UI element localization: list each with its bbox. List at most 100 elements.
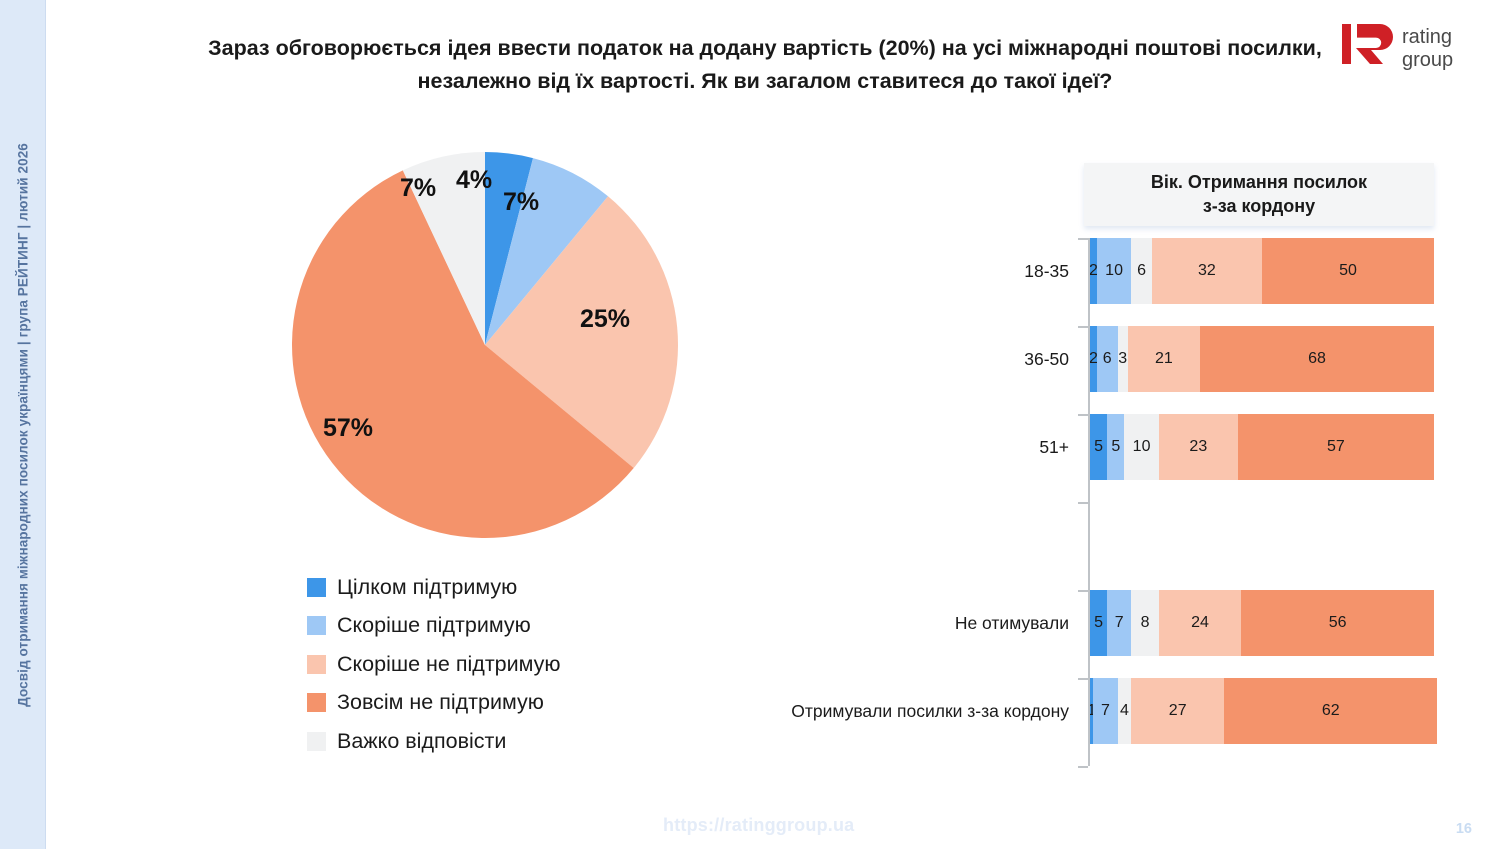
side-ribbon: Досвід отримання міжнародних посилок укр… [0,0,46,849]
bar-track: 5 5 10 23 57 [1090,414,1434,480]
bar-segment[interactable]: 27 [1131,678,1225,744]
bar-segment[interactable]: 56 [1241,590,1434,656]
bar-segment-value: 8 [1140,614,1150,631]
legend-item[interactable]: Зовсім не підтримую [307,684,561,723]
bar-segment[interactable]: 50 [1261,238,1434,304]
bar-segment-value: 6 [1102,350,1112,367]
bar-row-label: 36-50 [1024,348,1069,369]
bar-segment-value: 68 [1308,350,1326,367]
bar-segment-value: 62 [1321,702,1340,719]
bar-segment[interactable]: 6 [1131,238,1152,304]
pie-chart: 4% 7% 25% 57% 7% [290,150,680,540]
stacked-bar-chart: 18-35 2 10 6 32 50 36-50 2 6 3 21 68 51+ 5 5 10 23 57 Не о… [760,238,1450,768]
slide-title: Зараз обговорюється ідея ввести податок … [208,36,1322,93]
axis-tick [1078,590,1088,592]
pie-slice [291,170,634,538]
bar-row-label: 51+ [1039,436,1069,457]
panel-header: Вік. Отримання посилок з-за кордону [1084,163,1434,226]
bar-segment-value: 27 [1168,702,1187,719]
bar-segment[interactable]: 10 [1124,414,1159,480]
bar-segment-value: 24 [1191,614,1209,631]
bar-row-label: Не отимували [954,612,1069,633]
bar-segment[interactable]: 7 [1107,590,1132,656]
pie-label-rather-not: 25% [580,305,631,333]
bar-segment-value: 3 [1118,350,1128,367]
bar-segment-value: 2 [1090,350,1097,367]
side-ribbon-text: Досвід отримання міжнародних посилок укр… [15,142,30,707]
bar-segment[interactable]: 2 [1090,326,1097,392]
bar-row-label: 18-35 [1024,260,1069,281]
footer-url[interactable]: https://ratinggroup.ua [663,815,855,835]
page-number: 16 [1455,821,1472,837]
panel-header-line2: з-за кордону [1202,195,1316,216]
bar-row [760,502,1450,568]
pie-label-rather-support: 7% [503,188,540,216]
bar-segment-value: 21 [1155,350,1173,367]
bar-segment-value: 6 [1137,262,1147,279]
bar-segment[interactable]: 7 [1093,678,1118,744]
svg-text:group: group [1402,49,1453,71]
bar-segment[interactable]: 6 [1096,326,1118,392]
legend-swatch-icon [307,731,326,751]
axis-tick [1078,326,1088,328]
bar-track: 2 10 6 32 50 [1090,238,1434,304]
bar-track: 174 27 62 [1090,678,1438,744]
bar-segment-value: 4 [1119,702,1129,719]
pie-label-fully-support: 4% [456,166,493,194]
legend-item-label: Зовсім не підтримую [337,690,544,715]
rating-group-logo: rating group [1340,16,1472,72]
legend-swatch-icon [307,577,326,597]
pie-label-not-at-all: 57% [323,414,374,442]
bar-segment[interactable]: 5 [1107,414,1125,480]
legend-item[interactable]: Цілком підтримую [307,568,561,607]
bar-segment[interactable]: 5 [1090,414,1108,480]
pie-legend: Цілком підтримую Скоріше підтримую Скоріше… [307,568,561,761]
bar-segment[interactable]: 24 [1158,590,1242,656]
bar-segment-value: 2 [1090,262,1097,279]
legend-swatch-icon [307,616,326,636]
panel-header-text: Вік. Отримання посилок з-за кордону [1151,171,1367,219]
panel-header-line1: Вік. Отримання посилок [1150,171,1368,192]
bar-row: Не отимували 5 7 8 24 56 [760,590,1450,656]
axis-tick [1078,502,1088,504]
bar-segment-value: 5 [1094,438,1104,455]
legend-item-label: Цілком підтримую [337,574,518,599]
bar-track: 2 6 3 21 68 [1090,326,1434,392]
bar-segment[interactable]: 4 [1117,678,1132,744]
bar-segment[interactable]: 1 [1090,678,1094,744]
bar-segment[interactable]: 2 [1090,238,1097,304]
pie-slice [485,152,533,345]
axis-tick [1078,678,1088,680]
legend-item[interactable]: Скоріше не підтримую [307,645,561,684]
pie-slice [402,152,485,345]
bar-segment-value: 7 [1101,702,1110,719]
legend-item[interactable]: Скоріше підтримую [307,607,561,646]
legend-item-label: Важко відповісти [337,728,507,753]
bar-segment-value: 32 [1198,262,1216,279]
bar-segment-value: 23 [1189,438,1208,455]
pie-slice [485,158,609,345]
bar-segment[interactable]: 32 [1151,238,1262,304]
legend-swatch-icon [307,693,326,713]
bar-segment[interactable]: 23 [1158,414,1238,480]
bar-segment-value: 7 [1114,614,1124,631]
axis-tick [1078,238,1088,240]
bar-segment[interactable]: 10 [1096,238,1132,304]
bar-segment[interactable]: 62 [1224,678,1438,744]
bar-chart-axis [1088,238,1090,766]
bar-segment[interactable]: 68 [1200,326,1434,392]
bar-segment-value: 57 [1327,438,1345,455]
bar-segment[interactable]: 57 [1237,414,1434,480]
logo-icon: rating group [1342,24,1453,71]
bar-row: Отримували посилки з-за кордону 174 27 62 [760,678,1450,744]
legend-item[interactable]: Важко відповісти [307,722,561,761]
pie-slice [485,196,678,469]
axis-tick [1078,414,1088,416]
bar-segment[interactable]: 8 [1131,590,1159,656]
bar-segment[interactable]: 5 [1090,590,1108,656]
bar-segment[interactable]: 21 [1127,326,1201,392]
bar-segment[interactable]: 3 [1117,326,1128,392]
bar-row-label: Отримували посилки з-за кордону [791,700,1069,721]
bar-segment-value: 1 [1090,702,1093,720]
